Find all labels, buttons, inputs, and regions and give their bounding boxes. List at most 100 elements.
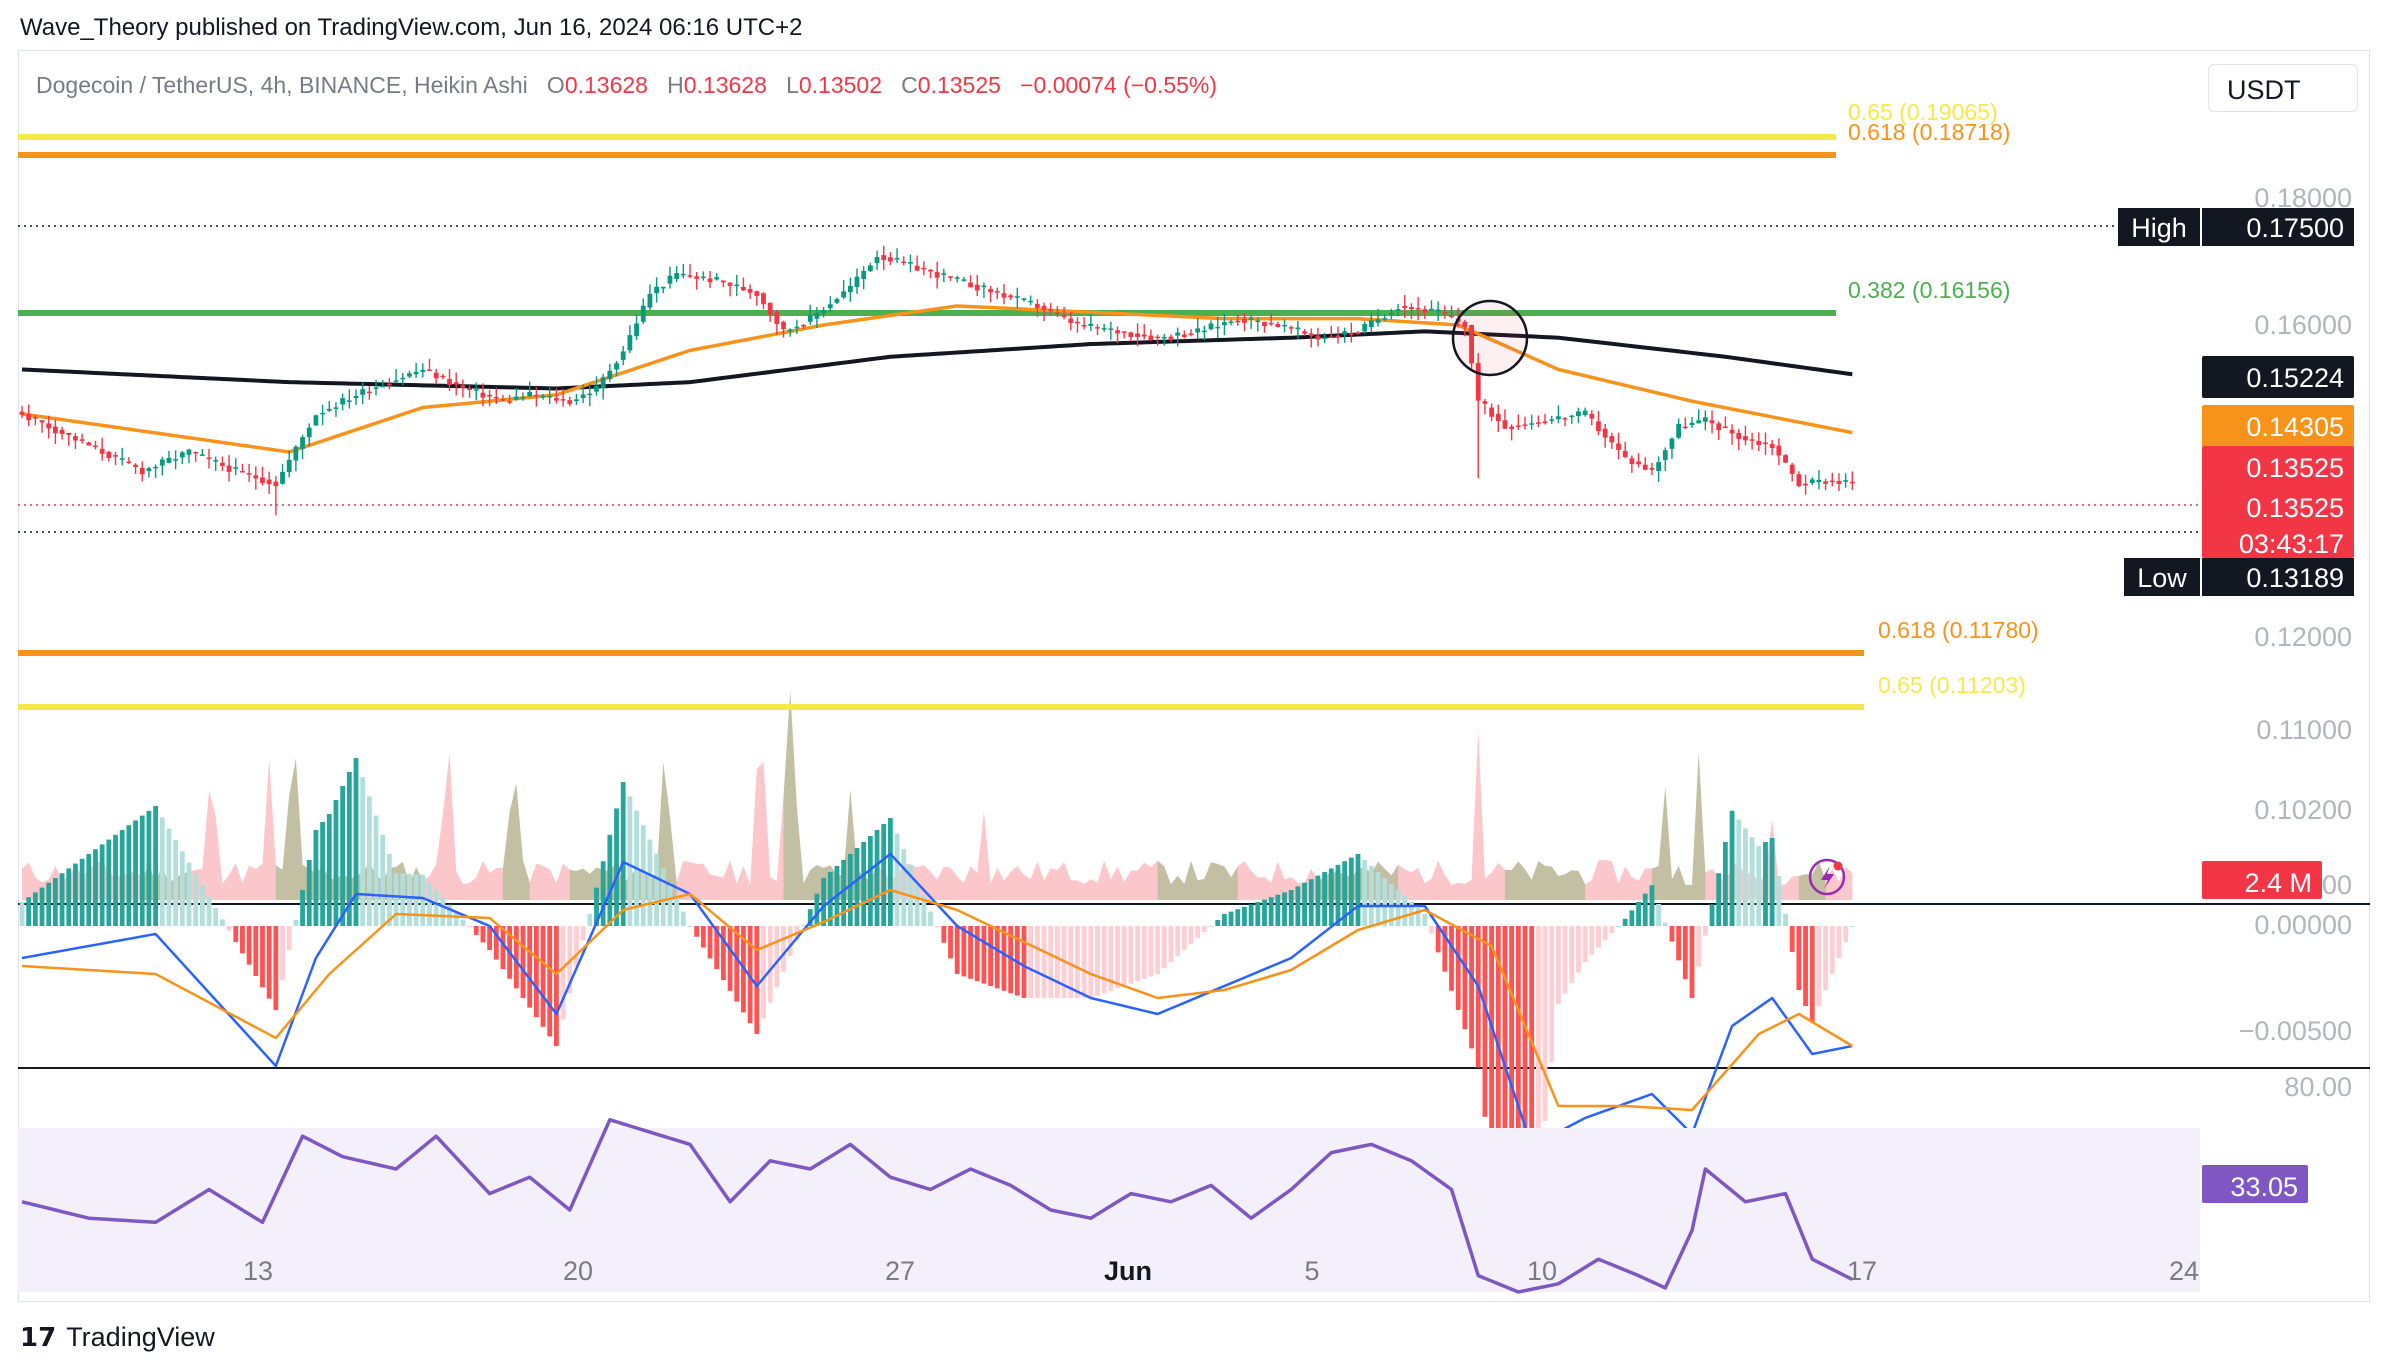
candle-body xyxy=(1055,312,1060,314)
candle-body xyxy=(1596,421,1601,432)
candle-body xyxy=(1368,320,1374,328)
macd-bar xyxy=(1749,837,1755,926)
macd-bar xyxy=(1576,926,1581,973)
candle-body xyxy=(554,398,559,401)
macd-bar xyxy=(1442,926,1448,972)
candle-body xyxy=(888,257,893,262)
macd-bar xyxy=(1662,922,1668,926)
currency-button[interactable]: USDT xyxy=(2208,64,2358,112)
candle-body xyxy=(821,310,826,314)
candle-body xyxy=(1328,336,1334,339)
macd-bar xyxy=(1181,926,1187,950)
macd-bar xyxy=(1435,926,1441,953)
candle-body xyxy=(427,369,432,371)
candle-body xyxy=(1148,335,1154,341)
macd-bar xyxy=(974,926,980,982)
macd-bar xyxy=(714,926,720,970)
macd-bar xyxy=(921,896,927,926)
candle-body xyxy=(801,325,806,327)
candle-body xyxy=(159,459,165,466)
low-value: 0.13502 xyxy=(798,72,882,98)
macd-bar xyxy=(313,830,319,926)
macd-bar xyxy=(1415,908,1421,926)
candle-body xyxy=(1696,420,1702,424)
macd-bar xyxy=(1034,926,1040,998)
candle-body xyxy=(1636,461,1641,465)
macd-bar xyxy=(1829,926,1835,974)
macd-bar xyxy=(961,926,967,977)
macd-bar xyxy=(1141,926,1147,979)
candle-body xyxy=(260,477,265,484)
macd-bar xyxy=(1195,926,1201,938)
candle-body xyxy=(1816,479,1822,483)
macd-bar xyxy=(1175,926,1181,956)
macd-bar xyxy=(1509,926,1515,1202)
macd-bar xyxy=(326,814,332,926)
macd-bar xyxy=(487,926,492,950)
candle-body xyxy=(460,385,466,388)
candle-body xyxy=(113,455,118,457)
macd-bar xyxy=(734,926,740,1002)
tradingview-logo[interactable]: 17 TradingView xyxy=(20,1322,215,1353)
candle-body xyxy=(667,275,673,284)
macd-bar xyxy=(1642,893,1648,926)
low-badge-value: 0.13189 xyxy=(2246,563,2344,593)
macd-bar xyxy=(226,926,232,931)
candle-body xyxy=(1135,333,1140,337)
candle-body xyxy=(1556,416,1561,420)
macd-bar xyxy=(1008,926,1014,994)
macd-bar xyxy=(1302,882,1307,926)
candle-body xyxy=(1061,315,1067,317)
rsi-badge: 33.05 xyxy=(2202,1165,2308,1203)
price-axis-tick: 0.10200 xyxy=(2254,795,2352,825)
candle-body xyxy=(1529,423,1535,425)
ema50-price-badge-bg xyxy=(2202,405,2354,447)
macd-bar xyxy=(1028,926,1034,998)
candle-body xyxy=(286,459,292,473)
candle-body xyxy=(79,439,85,441)
candle-body xyxy=(1302,331,1307,334)
candle-body xyxy=(727,282,733,286)
macd-bar xyxy=(246,926,252,965)
candle-body xyxy=(647,293,653,308)
macd-bar xyxy=(1636,902,1641,926)
candle-body xyxy=(199,454,205,456)
macd-bar xyxy=(1823,926,1828,990)
candle-body xyxy=(1796,474,1802,486)
candle-body xyxy=(533,394,539,397)
candle-body xyxy=(66,432,72,435)
candle-body xyxy=(1462,321,1468,328)
macd-bar xyxy=(1729,810,1735,926)
candle-body xyxy=(620,351,626,360)
candle-body xyxy=(313,415,319,426)
candle-body xyxy=(1849,481,1855,484)
close-label: C xyxy=(901,72,918,98)
macd-bar xyxy=(1201,926,1207,932)
macd-bar xyxy=(1262,899,1267,926)
volume-badge-bg xyxy=(2202,861,2322,899)
candle-body xyxy=(774,312,780,324)
symbol-name[interactable]: Dogecoin / TetherUS, 4h, BINANCE, Heikin… xyxy=(36,72,528,98)
candle-body xyxy=(567,400,573,404)
macd-bar xyxy=(1816,926,1822,1006)
macd-bar xyxy=(1108,926,1114,991)
candle-body xyxy=(493,396,499,399)
candle-body xyxy=(1729,429,1735,434)
candle-body xyxy=(213,460,219,462)
candle-body xyxy=(86,442,92,446)
candle-body xyxy=(1429,308,1434,311)
macd-bar xyxy=(1475,926,1481,1068)
macd-bar xyxy=(994,926,1000,989)
macd-bar xyxy=(1535,926,1541,1180)
macd-bar xyxy=(1268,897,1274,926)
high-badge-label: High xyxy=(2131,213,2187,243)
candle-body xyxy=(901,261,907,263)
candle-body xyxy=(1776,445,1782,456)
candle-body xyxy=(694,276,700,279)
macd-bar xyxy=(700,926,706,948)
time-axis-tick: Jun xyxy=(1104,1256,1152,1286)
macd-bar xyxy=(1689,926,1695,998)
macd-bar xyxy=(1335,864,1341,926)
macd-bar xyxy=(393,873,399,926)
